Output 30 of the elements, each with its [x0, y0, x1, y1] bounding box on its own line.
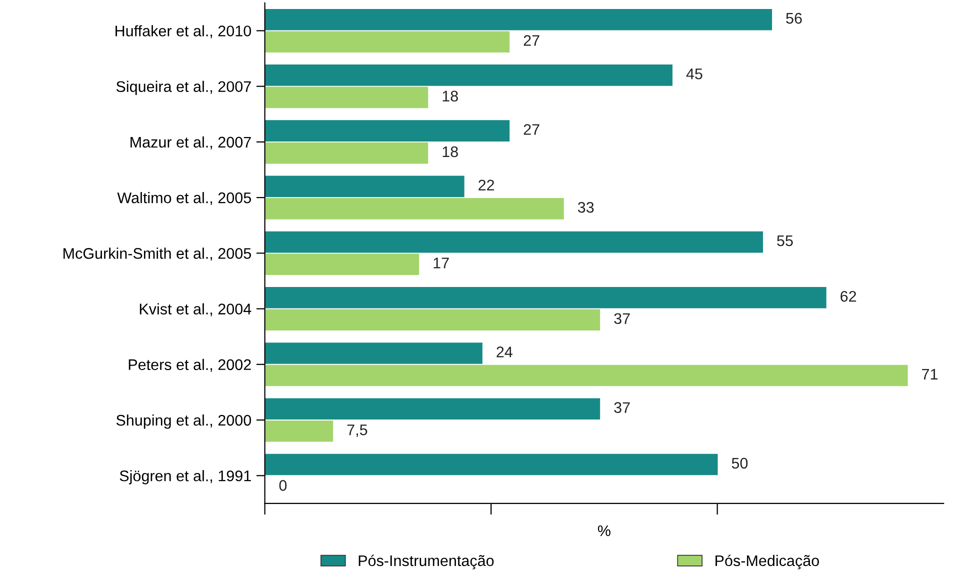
data-label: 50 [732, 458, 748, 469]
y-tick-label: Shuping et al., 2000 [116, 414, 252, 429]
data-label: 45 [686, 68, 702, 80]
legend-label: Pós-Medicação [716, 554, 819, 570]
data-label: 27 [524, 35, 540, 46]
x-axis-title: % [598, 525, 610, 536]
legend-label: Pós-Instrumentação [358, 554, 494, 570]
y-tick-label: Mazur et al., 2007 [130, 136, 251, 150]
data-label: 33 [578, 202, 594, 213]
y-tick-label: Sjögren et al., 1991 [120, 470, 251, 484]
data-label: 0 [279, 480, 287, 491]
y-tick-label: Peters et al., 2002 [128, 358, 251, 372]
data-label: 37 [614, 402, 630, 413]
data-label: 71 [922, 368, 938, 380]
y-tick-label: Kvist et al., 2004 [140, 303, 252, 316]
data-label: 24 [496, 346, 512, 358]
data-label: 27 [524, 124, 540, 135]
data-label: 7,5 [347, 424, 368, 438]
y-tick-label: McGurkin-Smith et al., 2005 [64, 248, 251, 261]
data-label: 22 [478, 180, 494, 190]
y-tick-label: Huffaker et al., 2010 [116, 25, 252, 38]
data-label: 37 [614, 313, 630, 324]
data-label: 56 [786, 12, 802, 24]
data-label: 17 [434, 258, 449, 268]
data-label: 18 [442, 146, 458, 158]
y-tick-label: Waltimo et al., 2005 [117, 192, 251, 206]
data-label: 18 [442, 90, 458, 102]
y-tick-label: Siqueira et al., 2007 [116, 80, 251, 96]
data-label: 55 [777, 235, 793, 246]
data-label: 62 [840, 290, 856, 302]
